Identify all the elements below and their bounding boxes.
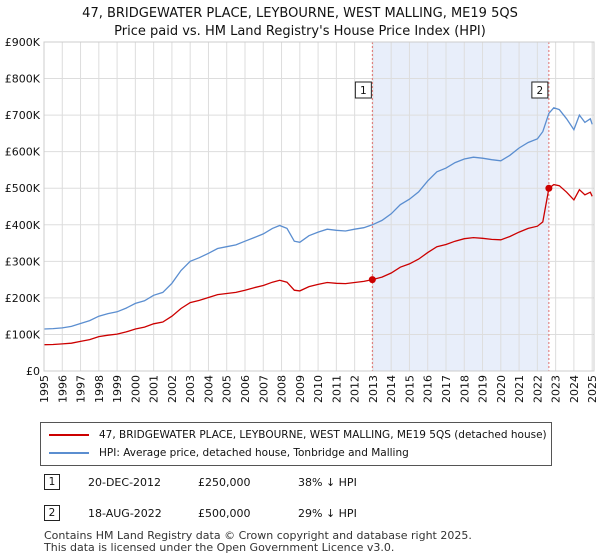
x-tick-label: 2024 bbox=[568, 375, 581, 403]
x-tick-label: 2009 bbox=[294, 375, 307, 403]
x-tick-label: 2023 bbox=[550, 375, 563, 403]
x-tick-label: 2004 bbox=[202, 375, 215, 403]
x-tick-label: 1999 bbox=[111, 375, 124, 403]
x-tick-label: 1997 bbox=[75, 375, 88, 403]
sale-point-2 bbox=[545, 184, 553, 192]
x-tick-label: 2005 bbox=[221, 375, 234, 403]
y-tick-label: £400K bbox=[5, 219, 41, 232]
y-tick-label: £0 bbox=[26, 365, 40, 378]
sale-date-1: 20-DEC-2012 bbox=[88, 475, 162, 489]
y-tick-label: £600K bbox=[5, 146, 41, 159]
sale-box-label-1: 1 bbox=[360, 85, 367, 97]
plot-frame bbox=[43, 41, 595, 372]
x-tick-label: 2018 bbox=[458, 375, 471, 403]
sale-box-2 bbox=[531, 81, 549, 99]
x-tick-label: 2022 bbox=[531, 375, 544, 403]
sale-box-1 bbox=[354, 81, 372, 99]
y-tick-label: £200K bbox=[5, 292, 41, 305]
y-tick-label: £100K bbox=[5, 328, 41, 341]
hpi-line bbox=[43, 107, 593, 330]
sale-hpi-diff-2: 29% ↓ HPI bbox=[298, 506, 357, 520]
x-tick-label: 2017 bbox=[440, 375, 453, 403]
x-tick-label: 1996 bbox=[56, 375, 69, 403]
x-tick-label: 2021 bbox=[513, 375, 526, 403]
footer-line1: Contains HM Land Registry data © Crown c… bbox=[44, 529, 472, 542]
sale-price-1: £250,000 bbox=[198, 475, 251, 489]
legend-item-hpi: HPI: Average price, detached house, Tonb… bbox=[49, 444, 409, 462]
legend-swatch-hpi bbox=[49, 452, 89, 454]
x-tick-label: 2025 bbox=[586, 375, 599, 403]
chart-title-line2: Price paid vs. HM Land Registry's House … bbox=[114, 24, 486, 39]
legend-label-property: 47, BRIDGEWATER PLACE, LEYBOURNE, WEST M… bbox=[99, 429, 547, 441]
sale-badge-2: 2 bbox=[44, 505, 60, 521]
x-tick-label: 2010 bbox=[312, 375, 325, 403]
x-tick-label: 2007 bbox=[257, 375, 270, 403]
x-tick-label: 2000 bbox=[129, 375, 142, 403]
x-tick-label: 2002 bbox=[166, 375, 179, 403]
sale-hpi-diff-1: 38% ↓ HPI bbox=[298, 475, 357, 489]
y-tick-label: £800K bbox=[5, 73, 41, 86]
sale-point-1 bbox=[368, 276, 376, 284]
y-tick-label: £300K bbox=[5, 255, 41, 268]
footer: Contains HM Land Registry data © Crown c… bbox=[44, 530, 472, 554]
x-tick-label: 2001 bbox=[148, 375, 161, 403]
legend: 47, BRIDGEWATER PLACE, LEYBOURNE, WEST M… bbox=[40, 422, 552, 466]
sale-date-2: 18-AUG-2022 bbox=[88, 506, 162, 520]
legend-item-property: 47, BRIDGEWATER PLACE, LEYBOURNE, WEST M… bbox=[49, 426, 547, 444]
x-tick-label: 2014 bbox=[385, 375, 398, 403]
x-tick-label: 2013 bbox=[367, 375, 380, 403]
price-chart: 1 2 £0 £100K £200K £300K £400K £500K £600K £700K… bbox=[5, 36, 599, 403]
legend-swatch-property bbox=[49, 434, 89, 436]
sale-badge-1: 1 bbox=[44, 474, 60, 490]
x-tick-label: 2016 bbox=[422, 375, 435, 403]
x-tick-label: 2003 bbox=[184, 375, 197, 403]
sale-box-label-2: 2 bbox=[537, 85, 544, 97]
x-tick-label: 2011 bbox=[330, 375, 343, 403]
property-price-line bbox=[43, 183, 593, 346]
x-tick-label: 2012 bbox=[349, 375, 362, 403]
x-tick-label: 2020 bbox=[495, 375, 508, 403]
y-tick-label: £500K bbox=[5, 182, 41, 195]
legend-label-hpi: HPI: Average price, detached house, Tonb… bbox=[99, 447, 409, 459]
x-tick-label: 2015 bbox=[403, 375, 416, 403]
x-tick-label: 2008 bbox=[276, 375, 289, 403]
y-tick-label: £900K bbox=[5, 36, 41, 49]
x-tick-label: 1998 bbox=[93, 375, 106, 403]
y-tick-label: £700K bbox=[5, 109, 41, 122]
x-tick-label: 1995 bbox=[38, 375, 51, 403]
x-tick-label: 2006 bbox=[239, 375, 252, 403]
sale-price-2: £500,000 bbox=[198, 506, 251, 520]
chart-title-line1: 47, BRIDGEWATER PLACE, LEYBOURNE, WEST M… bbox=[82, 6, 518, 21]
sale-row-2: 2 18-AUG-2022 £500,000 29% ↓ HPI bbox=[44, 503, 357, 523]
footer-line2: This data is licensed under the Open Gov… bbox=[44, 541, 395, 554]
x-tick-label: 2019 bbox=[477, 375, 490, 403]
sale-row-1: 1 20-DEC-2012 £250,000 38% ↓ HPI bbox=[44, 472, 357, 492]
